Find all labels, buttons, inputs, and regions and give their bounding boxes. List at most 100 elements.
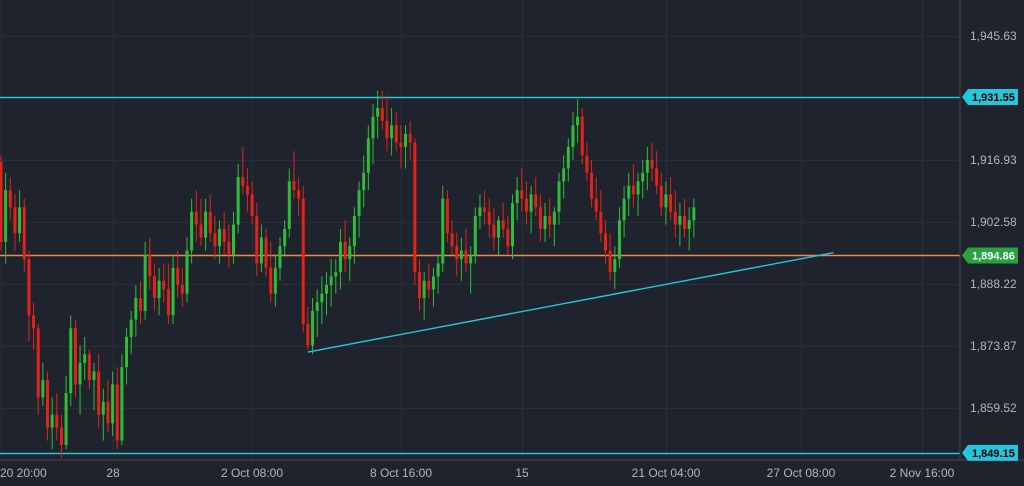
candle-body-20	[92, 371, 96, 381]
price-badge-1	[962, 247, 1018, 264]
candle-body-142	[659, 185, 663, 208]
candle-body-102	[473, 215, 477, 255]
candle-body-132	[613, 259, 617, 273]
candle-body-103	[478, 207, 482, 216]
candle-body-65	[301, 198, 305, 324]
candle-body-60	[278, 246, 282, 268]
candle-body-69	[320, 293, 324, 303]
candle-body-79	[366, 138, 370, 173]
candle-body-89	[413, 142, 417, 273]
candle-body-97	[450, 233, 454, 247]
x-tick-label-6: 27 Oct 08:00	[767, 466, 836, 480]
candle-body-49	[227, 241, 231, 255]
candle-body-125	[580, 116, 584, 156]
candle-body-51	[236, 177, 240, 225]
candle-body-37	[171, 267, 175, 316]
candle-body-34	[157, 280, 161, 299]
candle-body-111	[515, 190, 519, 204]
x-tick-label-3: 8 Oct 16:00	[370, 466, 432, 480]
candle-body-146	[678, 215, 682, 225]
candle-body-64	[297, 190, 301, 199]
candle-body-11	[50, 414, 54, 428]
x-tick-label-5: 21 Oct 04:00	[632, 466, 701, 480]
candle-body-123	[571, 125, 575, 147]
candle-body-38	[176, 267, 180, 286]
candle-body-149	[692, 207, 696, 221]
candle-body-39	[180, 285, 184, 294]
price-badges: 1,931.55 1,894.86 1,849.15	[962, 88, 1018, 461]
candle-body-121	[562, 168, 566, 182]
x-tick-label-0: 20 20:00	[0, 466, 47, 480]
candle-body-53	[245, 185, 249, 195]
candle-body-124	[576, 116, 580, 126]
x-axis-ticks: 20 20:00 28 2 Oct 08:00 8 Oct 16:00 15 21 Oct…	[0, 466, 955, 480]
candle-body-88	[408, 133, 412, 143]
candle-body-2	[8, 190, 12, 208]
trendline-group[interactable]	[307, 251, 834, 353]
candle-body-48	[222, 228, 226, 242]
candle-body-141	[655, 168, 659, 186]
candle-body-133	[617, 220, 621, 260]
candle-body-44	[204, 211, 208, 238]
candle-body-90	[418, 272, 421, 299]
candle-body-42	[194, 211, 198, 225]
candle-body-80	[371, 116, 375, 139]
candle-body-117	[543, 215, 547, 229]
candle-body-36	[166, 289, 170, 316]
candle-body-68	[315, 302, 319, 311]
candle-body-92	[427, 280, 431, 290]
candle-body-116	[538, 207, 542, 229]
candle-body-25	[115, 384, 119, 441]
candle-body-19	[87, 354, 91, 381]
candle-body-83	[385, 120, 389, 139]
candle-body-7	[32, 315, 36, 329]
candle-body-33	[152, 276, 156, 299]
candle-body-95	[441, 198, 445, 264]
candle-body-58	[269, 267, 273, 294]
candle-body-118	[548, 215, 552, 225]
candle-body-27	[125, 336, 129, 368]
candle-body-56	[259, 237, 263, 264]
y-tick-label-4: 1,873.87	[970, 339, 1017, 353]
candle-body-108	[501, 220, 505, 229]
candle-body-145	[673, 211, 677, 225]
candle-body-134	[622, 198, 626, 221]
candle-body-126	[585, 155, 589, 173]
candle-body-106	[492, 224, 496, 238]
candle-body-139	[645, 159, 649, 173]
trendline[interactable]	[307, 251, 834, 353]
candle-body-94	[436, 263, 440, 277]
candle-body-23	[106, 401, 110, 424]
candle-body-105	[487, 211, 491, 225]
price-axis[interactable]	[960, 0, 1024, 460]
x-tick-label-4: 15	[515, 466, 529, 480]
candle-body-14	[64, 393, 68, 445]
candle-body-5	[22, 207, 26, 260]
candle-body-113	[524, 198, 528, 212]
price-badge-label-2: 1,849.15	[972, 448, 1015, 460]
candle-body-50	[232, 224, 235, 255]
candle-body-110	[511, 203, 514, 247]
candle-body-16	[73, 328, 77, 385]
candles	[0, 90, 696, 458]
candle-body-3	[13, 207, 17, 234]
candle-body-101	[469, 254, 473, 264]
time-axis[interactable]	[0, 460, 1024, 486]
candle-body-147	[683, 215, 687, 229]
horizontal-lines[interactable]	[0, 96, 960, 455]
candle-body-43	[199, 224, 203, 238]
candle-body-55	[255, 215, 259, 264]
candle-body-96	[445, 198, 449, 234]
candle-body-114	[529, 194, 533, 212]
price-badge-0	[962, 88, 1018, 105]
candle-body-98	[455, 246, 459, 260]
candle-body-52	[241, 177, 245, 186]
candle-body-76	[352, 215, 356, 247]
candle-body-28	[129, 319, 133, 337]
candle-body-29	[134, 298, 138, 320]
candle-body-109	[506, 228, 510, 247]
candle-body-62	[287, 181, 291, 229]
candle-body-104	[483, 207, 487, 212]
candle-body-0	[0, 161, 3, 242]
